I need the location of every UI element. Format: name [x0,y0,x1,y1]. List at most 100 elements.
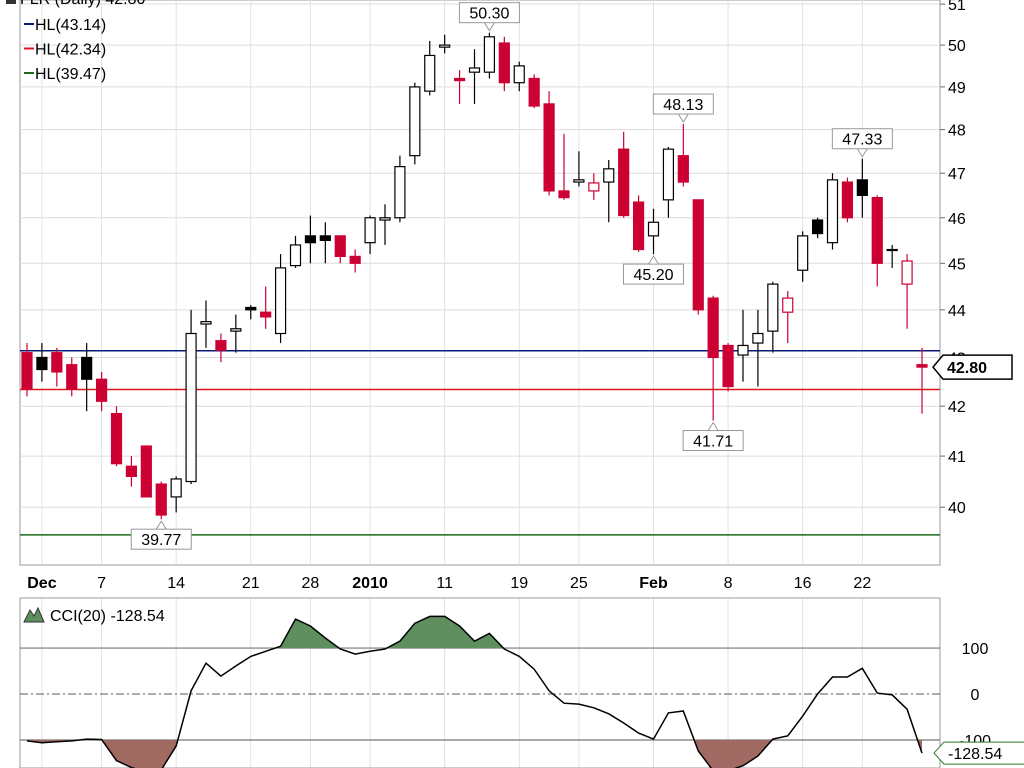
candle-body [349,255,361,264]
legend-label: HL(43.14) [35,17,106,34]
candle-body [394,166,406,219]
candle-body [289,244,302,267]
candle-body [603,168,615,183]
x-tick-label: 11 [436,575,453,592]
candle-body [841,181,854,219]
price-annotation: 41.71 [682,421,744,452]
candle-body [409,86,421,157]
candle-body [200,321,212,325]
annotation-label: 45.20 [633,267,673,284]
annotation-box [652,93,714,115]
price-annotation: 45.20 [623,255,684,285]
candle-body [364,217,376,244]
candle-body [110,413,123,465]
y-tick-label: 49 [948,80,966,97]
cci-tick-label: 0 [971,687,980,704]
candle-body [543,103,555,192]
candle-body [21,352,33,390]
candle-body [886,248,898,252]
candle-body [752,332,764,344]
x-tick-label: 2010 [352,575,388,592]
annotation-label: 47.33 [842,132,882,149]
candle-body [528,77,540,107]
candle-body [379,217,391,221]
y-tick-label: 48 [948,123,966,140]
x-tick-label: 16 [794,575,812,592]
candle-body [304,235,317,244]
candle-body [901,260,913,285]
candle-body [737,344,749,356]
candle-body [916,364,928,368]
annotation-box [682,430,744,452]
y-tick-label: 46 [948,211,966,228]
y-tick-label: 47 [948,166,966,183]
last-value-label: -128.54 [948,746,1002,763]
candle-body [81,356,93,380]
x-tick-label: 21 [242,575,260,592]
price-annotation: 48.13 [652,93,714,123]
annotation-label: 50.30 [469,6,509,23]
legend-label: HL(39.47) [35,66,106,83]
candle-body [871,197,883,264]
candle-body [647,221,660,237]
candle-body [558,190,570,199]
candle-body [618,148,630,217]
candle-body [573,179,585,183]
oversold-fill [27,739,922,768]
candle-body [125,465,138,478]
candle-body [334,235,346,258]
last-price-tag [932,354,1013,380]
candle-body [468,67,481,73]
candle-body [155,483,167,516]
candle-body [274,267,287,335]
candle-body [826,179,839,244]
plot-frame [19,0,941,566]
candle-body [722,344,734,388]
last-price-label: 42.80 [947,360,987,377]
candle-body [51,352,63,373]
y-tick-label: 45 [948,256,966,273]
annotation-box [623,263,684,285]
candle-body [66,364,78,390]
x-tick-label: Feb [639,575,668,592]
annotation-box [130,528,192,550]
candle-body [36,356,48,371]
y-tick-label: 41 [948,449,966,466]
candle-body [692,199,704,311]
cci-icon [23,606,45,623]
title-icon [6,0,16,4]
x-tick-label: 7 [97,575,106,592]
candle-body [483,36,496,73]
x-tick-label: Dec [27,575,56,592]
candle-body [245,306,257,311]
candle-body [95,378,108,402]
annotation-pointer [856,148,868,158]
annotation-pointer [648,255,659,265]
annotation-box [831,128,893,150]
candle-body [453,77,466,82]
cci-title: CCI(20) -128.54 [50,608,165,625]
candle-body [140,445,152,498]
candle-body [707,297,719,359]
x-tick-label: 25 [570,575,588,592]
annotation-pointer [707,421,719,431]
candle-body [185,332,197,483]
candle-body [662,148,675,201]
x-tick-label: 22 [853,575,871,592]
cci-tick-label: 100 [962,641,989,658]
annotation-label: 48.13 [663,97,703,114]
price-annotation: 47.33 [831,128,893,158]
annotation-pointer [155,520,167,530]
candle-body [260,311,272,318]
x-tick-label: 19 [510,575,528,592]
annotation-pointer [483,22,495,32]
price-annotation: 39.77 [130,520,192,550]
annotation-pointer [677,113,689,123]
candle-body [588,182,600,192]
candle-body [782,297,794,313]
annotation-box [458,2,520,24]
candle-body [797,235,809,271]
